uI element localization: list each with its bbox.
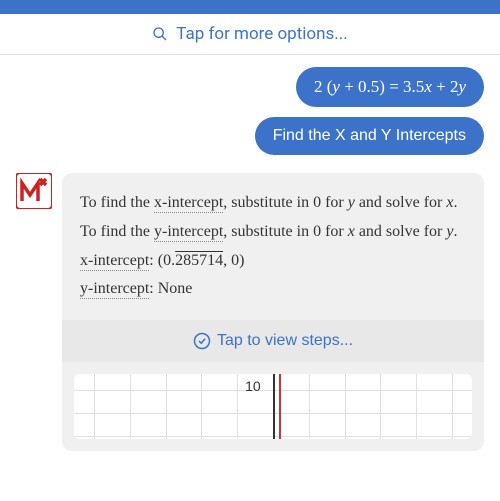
mathway-icon [16, 173, 52, 209]
user-equation-bubble[interactable]: 2 (y + 0.5) = 3.5x + 2y [296, 67, 484, 107]
text-part: and solve for [355, 223, 447, 240]
solution-text: To find the x-intercept, substitute in 0… [62, 173, 484, 320]
repeating-decimal: 285714 [175, 252, 223, 269]
text-part: and solve for [355, 194, 447, 211]
options-label: Tap for more options... [176, 24, 347, 44]
text-part: , substitute in [223, 223, 313, 240]
text-part: To find the [80, 194, 154, 211]
solution-card: To find the x-intercept, substitute in 0… [62, 173, 484, 451]
y-axis-label: 10 [245, 378, 261, 394]
x-intercept-term[interactable]: x-intercept [154, 194, 223, 213]
options-bar[interactable]: Tap for more options... [0, 14, 500, 55]
var-y: y [446, 223, 453, 240]
check-circle-icon [193, 332, 211, 350]
equation-text: 2 (y + 0.5) = 3.5x + 2y [314, 77, 466, 96]
y-intercept-label[interactable]: y-intercept [80, 280, 149, 299]
vertical-line [279, 374, 281, 439]
var-x: x [348, 223, 355, 240]
view-steps-button[interactable]: Tap to view steps... [62, 320, 484, 362]
view-steps-label: Tap to view steps... [217, 332, 353, 350]
app-header [0, 0, 500, 14]
y-intercept-value: : None [149, 280, 192, 297]
text-part: for [321, 194, 348, 211]
solution-row: To find the x-intercept, substitute in 0… [16, 173, 484, 451]
text-part: , substitute in [223, 194, 313, 211]
zero-value: 0 [313, 194, 321, 211]
text-part: for [321, 223, 348, 240]
graph-area[interactable]: 10 [74, 374, 472, 439]
var-y: y [348, 194, 355, 211]
chat-area: 2 (y + 0.5) = 3.5x + 2y Find the X and Y… [0, 55, 500, 463]
y-intercept-term[interactable]: y-intercept [154, 223, 223, 242]
user-action-bubble[interactable]: Find the X and Y Intercepts [255, 117, 484, 155]
y-axis [273, 374, 275, 439]
action-text: Find the X and Y Intercepts [273, 127, 466, 144]
search-icon [152, 26, 168, 42]
x-intercept-label[interactable]: x-intercept [80, 252, 149, 271]
zero-value: 0 [313, 223, 321, 240]
